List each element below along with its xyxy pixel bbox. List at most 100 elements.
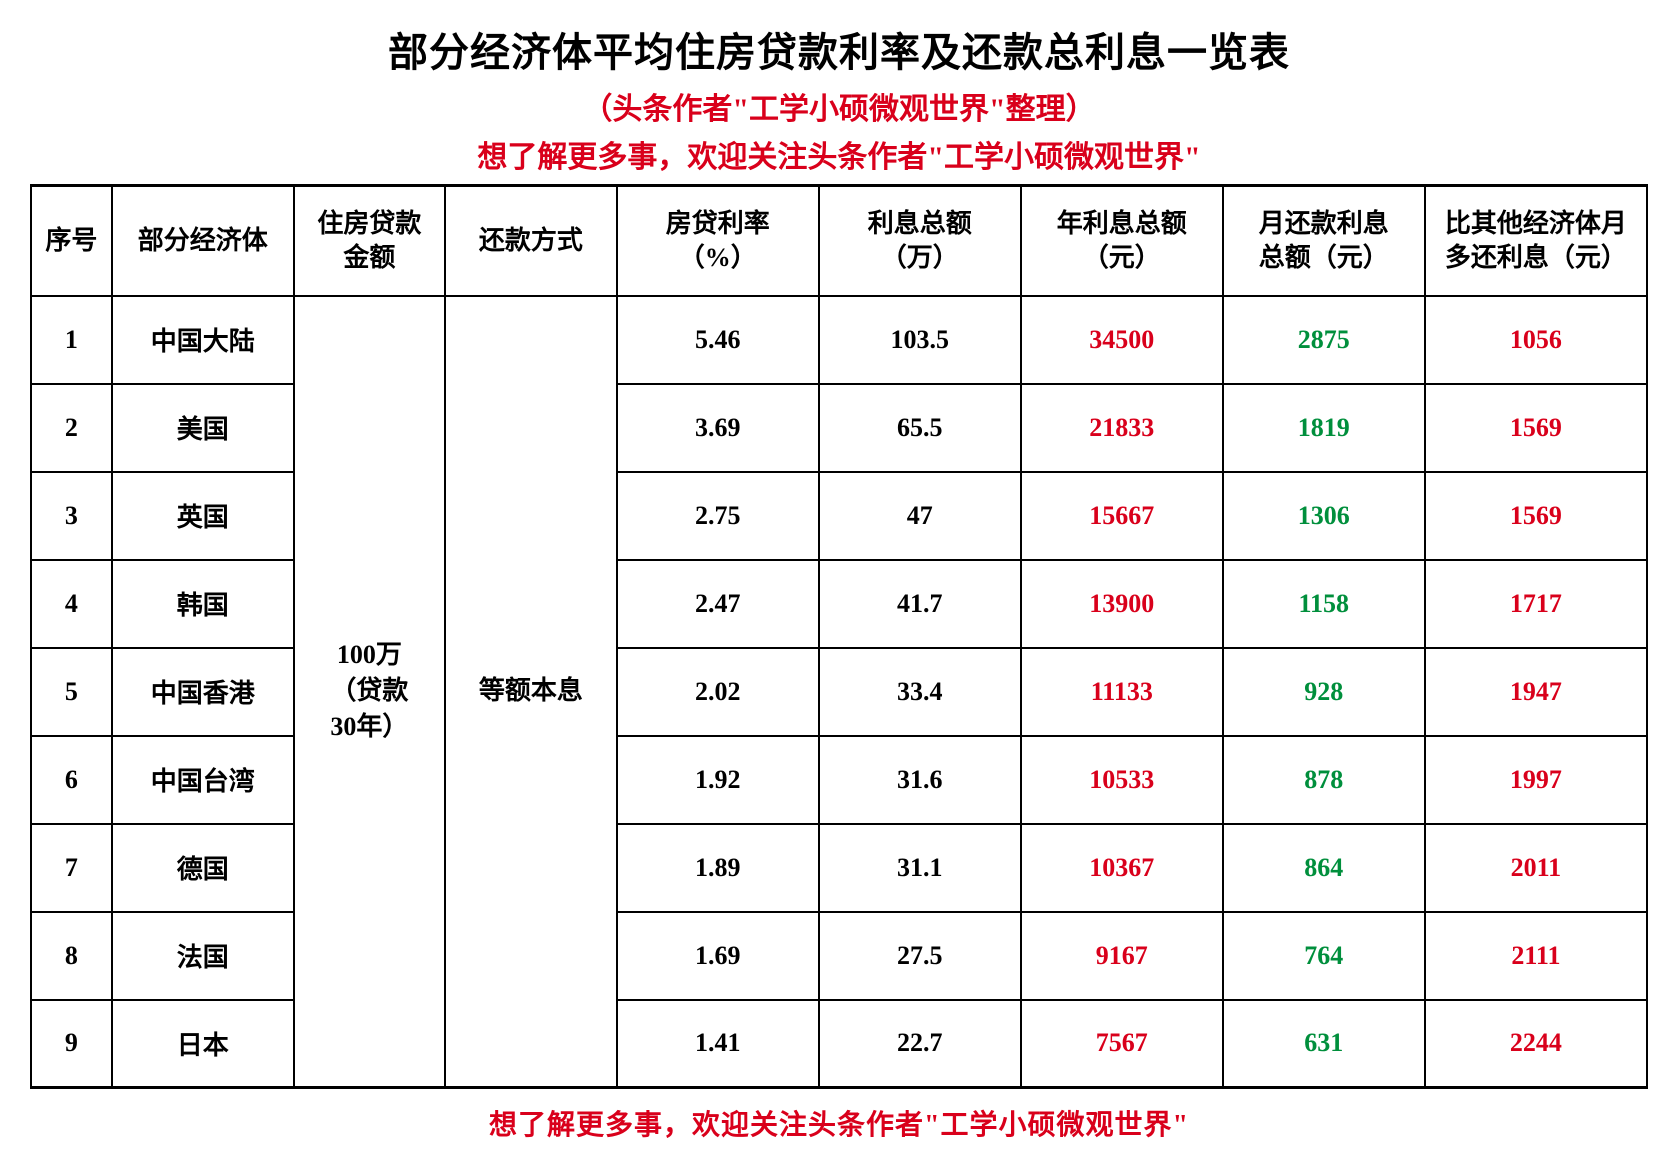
table-row: 5中国香港 2.0233.4111339281947 <box>31 648 1647 736</box>
table-row: 9日本1.4122.775676312244 <box>31 1000 1647 1088</box>
table-row: 3英国2.75471566713061569 <box>31 472 1647 560</box>
cell-year-int: 7567 <box>1021 1000 1223 1088</box>
cell-int-total: 47 <box>819 472 1021 560</box>
col-header-rate: 房贷利率 （%） <box>617 186 819 296</box>
cell-economy: 中国台湾 <box>112 736 294 824</box>
subtitle-follow: 想了解更多事，欢迎关注头条作者"工学小硕微观世界" <box>30 132 1648 176</box>
cell-month-int: 878 <box>1223 736 1425 824</box>
cell-economy: 日本 <box>112 1000 294 1088</box>
cell-year-int: 10367 <box>1021 824 1223 912</box>
col-header-diff: 比其他经济体月 多还利息（元） <box>1425 186 1647 296</box>
cell-economy: 中国香港 <box>112 648 294 736</box>
table-body: 1中国大陆100万（贷款30年）等额本息5.46103.534500287510… <box>31 296 1647 1088</box>
cell-economy: 法国 <box>112 912 294 1000</box>
cell-diff: 1717 <box>1425 560 1647 648</box>
cell-int-total: 27.5 <box>819 912 1021 1000</box>
cell-rate: 3.69 <box>617 384 819 472</box>
cell-month-int: 2875 <box>1223 296 1425 384</box>
cell-index: 2 <box>31 384 112 472</box>
cell-month-int: 631 <box>1223 1000 1425 1088</box>
cell-year-int: 10533 <box>1021 736 1223 824</box>
cell-month-int: 928 <box>1223 648 1425 736</box>
col-header-rate-l2: （%） <box>679 243 757 272</box>
col-header-int-l2: （万） <box>881 243 959 272</box>
col-header-mint-l1: 月还款利息 <box>1259 209 1389 238</box>
header-block: 部分经济体平均住房贷款利率及还款总利息一览表 （头条作者"工学小硕微观世界"整理… <box>30 20 1648 176</box>
cell-month-int: 1819 <box>1223 384 1425 472</box>
table-row: 8法国 1.6927.591677642111 <box>31 912 1647 1000</box>
cell-rate: 2.47 <box>617 560 819 648</box>
cell-int-total: 65.5 <box>819 384 1021 472</box>
cell-year-int: 11133 <box>1021 648 1223 736</box>
cell-repay-method-merged: 等额本息 <box>445 296 617 1088</box>
cell-year-int: 21833 <box>1021 384 1223 472</box>
cell-int-total: 103.5 <box>819 296 1021 384</box>
table-row: 2美国 3.6965.52183318191569 <box>31 384 1647 472</box>
cell-index: 5 <box>31 648 112 736</box>
cell-year-int: 34500 <box>1021 296 1223 384</box>
cell-int-total: 33.4 <box>819 648 1021 736</box>
cell-index: 8 <box>31 912 112 1000</box>
cell-diff: 2244 <box>1425 1000 1647 1088</box>
cell-diff: 2011 <box>1425 824 1647 912</box>
col-header-loan-l2: 金额 <box>343 243 395 272</box>
cell-rate: 1.41 <box>617 1000 819 1088</box>
cell-economy: 英国 <box>112 472 294 560</box>
cell-index: 1 <box>31 296 112 384</box>
col-header-economy: 部分经济体 <box>112 186 294 296</box>
cell-index: 4 <box>31 560 112 648</box>
subtitle-author: （头条作者"工学小硕微观世界"整理） <box>30 84 1648 128</box>
cell-year-int: 15667 <box>1021 472 1223 560</box>
col-header-int-l1: 利息总额 <box>868 209 972 238</box>
table-row: 7德国 1.8931.1103678642011 <box>31 824 1647 912</box>
cell-rate: 1.92 <box>617 736 819 824</box>
table-row: 1中国大陆100万（贷款30年）等额本息5.46103.534500287510… <box>31 296 1647 384</box>
cell-loan-amount-merged: 100万（贷款30年） <box>294 296 446 1088</box>
col-header-yint-l2: （元） <box>1083 243 1161 272</box>
cell-month-int: 1306 <box>1223 472 1425 560</box>
table-header-row: 序号 部分经济体 住房贷款 金额 还款方式 房贷利率 （%） 利息总额 （万） … <box>31 186 1647 296</box>
col-header-repay-method: 还款方式 <box>445 186 617 296</box>
col-header-loan-amount: 住房贷款 金额 <box>294 186 446 296</box>
cell-rate: 5.46 <box>617 296 819 384</box>
col-header-year-int: 年利息总额 （元） <box>1021 186 1223 296</box>
cell-economy: 韩国 <box>112 560 294 648</box>
cell-index: 9 <box>31 1000 112 1088</box>
cell-month-int: 864 <box>1223 824 1425 912</box>
cell-month-int: 1158 <box>1223 560 1425 648</box>
cell-diff: 1569 <box>1425 384 1647 472</box>
cell-index: 7 <box>31 824 112 912</box>
page-title: 部分经济体平均住房贷款利率及还款总利息一览表 <box>30 20 1648 78</box>
col-header-month-int: 月还款利息 总额（元） <box>1223 186 1425 296</box>
col-header-mint-l2: 总额（元） <box>1259 243 1389 272</box>
cell-diff: 1569 <box>1425 472 1647 560</box>
cell-rate: 1.89 <box>617 824 819 912</box>
table-row: 6中国台湾 1.9231.6105338781997 <box>31 736 1647 824</box>
cell-year-int: 9167 <box>1021 912 1223 1000</box>
col-header-int-total: 利息总额 （万） <box>819 186 1021 296</box>
cell-month-int: 764 <box>1223 912 1425 1000</box>
cell-int-total: 31.1 <box>819 824 1021 912</box>
col-header-yint-l1: 年利息总额 <box>1057 209 1187 238</box>
col-header-index: 序号 <box>31 186 112 296</box>
cell-rate: 2.02 <box>617 648 819 736</box>
cell-diff: 1997 <box>1425 736 1647 824</box>
cell-int-total: 31.6 <box>819 736 1021 824</box>
cell-index: 6 <box>31 736 112 824</box>
cell-economy: 德国 <box>112 824 294 912</box>
cell-diff: 2111 <box>1425 912 1647 1000</box>
cell-economy: 美国 <box>112 384 294 472</box>
cell-year-int: 13900 <box>1021 560 1223 648</box>
table-row: 4韩国2.4741.71390011581717 <box>31 560 1647 648</box>
cell-diff: 1056 <box>1425 296 1647 384</box>
cell-index: 3 <box>31 472 112 560</box>
col-header-loan-l1: 住房贷款 <box>317 209 421 238</box>
col-header-diff-l2: 多还利息（元） <box>1445 243 1627 272</box>
cell-diff: 1947 <box>1425 648 1647 736</box>
col-header-diff-l1: 比其他经济体月 <box>1445 209 1627 238</box>
col-header-rate-l1: 房贷利率 <box>666 209 770 238</box>
cell-rate: 1.69 <box>617 912 819 1000</box>
footer-note: 想了解更多事，欢迎关注头条作者"工学小硕微观世界" <box>30 1103 1648 1143</box>
cell-economy: 中国大陆 <box>112 296 294 384</box>
mortgage-table: 序号 部分经济体 住房贷款 金额 还款方式 房贷利率 （%） 利息总额 （万） … <box>30 184 1648 1089</box>
